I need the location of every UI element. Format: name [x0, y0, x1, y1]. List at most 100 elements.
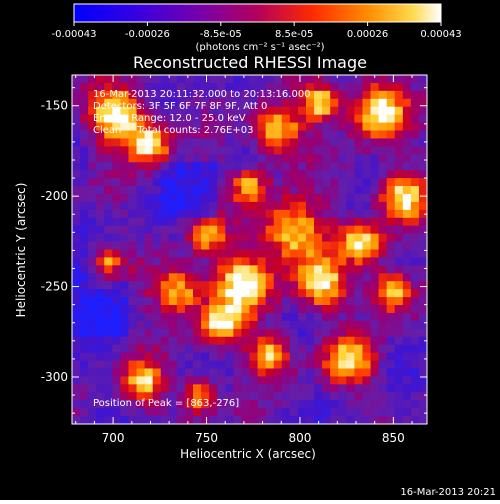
heatmap-pixel — [297, 305, 307, 314]
heatmap-pixel — [314, 352, 323, 362]
heatmap-pixel — [209, 114, 218, 124]
heatmap-pixel — [346, 384, 355, 393]
heatmap-pixel — [314, 122, 323, 132]
heatmap-pixel — [88, 289, 97, 298]
heatmap-pixel — [233, 297, 243, 306]
heatmap-pixel — [273, 352, 283, 362]
heatmap-pixel — [338, 90, 347, 100]
heatmap-pixel — [378, 336, 388, 346]
heatmap-pixel — [281, 368, 291, 378]
heatmap-pixel — [394, 281, 404, 290]
heatmap-pixel — [338, 154, 347, 163]
heatmap-pixel — [346, 178, 355, 187]
heatmap-pixel — [346, 281, 355, 290]
heatmap-pixel — [402, 265, 412, 274]
heatmap-pixel — [201, 400, 210, 409]
heatmap-pixel — [257, 146, 267, 155]
heatmap-pixel — [386, 122, 396, 132]
heatmap-pixel — [193, 186, 202, 195]
heatmap-pixel — [136, 241, 146, 251]
heatmap-pixel — [96, 352, 105, 362]
heatmap-pixel — [265, 416, 275, 424]
heatmap-pixel — [289, 416, 299, 424]
heatmap-pixel — [418, 273, 427, 282]
heatmap-pixel — [386, 289, 396, 298]
heatmap-pixel — [378, 225, 388, 235]
heatmap-pixel — [128, 170, 138, 179]
heatmap-pixel — [370, 320, 380, 330]
heatmap-pixel — [241, 336, 251, 346]
heatmap-pixel — [225, 98, 234, 108]
heatmap-pixel — [418, 178, 427, 187]
heatmap-pixel — [249, 408, 259, 417]
heatmap-pixel — [176, 122, 186, 132]
heatmap-pixel — [410, 217, 420, 227]
heatmap-pixel — [176, 241, 186, 251]
heatmap-pixel — [305, 360, 315, 370]
heatmap-pixel — [96, 146, 105, 155]
heatmap-pixel — [160, 320, 170, 330]
heatmap-pixel — [281, 273, 291, 282]
heatmap-pixel — [386, 320, 396, 330]
heatmap-pixel — [410, 114, 420, 124]
heatmap-pixel — [354, 344, 364, 354]
heatmap-pixel — [209, 217, 218, 227]
heatmap-pixel — [217, 122, 226, 132]
heatmap-pixel — [402, 344, 412, 354]
heatmap-pixel — [152, 297, 162, 306]
heatmap-pixel — [273, 297, 283, 306]
heatmap-pixel — [96, 376, 105, 385]
heatmap-pixel — [201, 249, 210, 259]
heatmap-pixel — [96, 344, 105, 354]
heatmap-pixel — [305, 82, 315, 92]
heatmap-pixel — [370, 106, 380, 116]
heatmap-pixel — [168, 186, 178, 195]
heatmap-pixel — [257, 416, 267, 424]
heatmap-pixel — [378, 154, 388, 163]
heatmap-pixel — [201, 138, 210, 147]
heatmap-pixel — [305, 90, 315, 100]
heatmap-pixel — [314, 320, 323, 330]
heatmap-pixel — [184, 289, 194, 298]
heatmap-pixel — [418, 106, 427, 116]
heatmap-pixel — [330, 400, 339, 409]
heatmap-pixel — [249, 305, 259, 314]
heatmap-pixel — [281, 162, 291, 171]
heatmap-pixel — [378, 297, 388, 306]
heatmap-pixel — [322, 209, 331, 219]
heatmap-pixel — [338, 376, 347, 385]
heatmap-pixel — [402, 82, 412, 92]
heatmap-pixel — [354, 352, 364, 362]
heatmap-pixel — [160, 265, 170, 274]
x-tick-label: 700 — [102, 431, 125, 445]
heatmap-pixel — [193, 352, 202, 362]
heatmap-pixel — [418, 344, 427, 354]
heatmap-pixel — [88, 384, 97, 393]
heatmap-pixel — [168, 289, 178, 298]
heatmap-pixel — [289, 305, 299, 314]
heatmap-pixel — [402, 122, 412, 132]
heatmap-pixel — [184, 90, 194, 100]
heatmap-pixel — [386, 281, 396, 290]
heatmap-pixel — [225, 82, 234, 92]
heatmap-pixel — [257, 201, 267, 211]
heatmap-pixel — [160, 352, 170, 362]
heatmap-pixel — [233, 193, 243, 203]
heatmap-pixel — [128, 114, 138, 124]
heatmap-pixel — [72, 154, 81, 163]
heatmap-pixel — [265, 320, 275, 330]
heatmap-pixel — [120, 376, 130, 385]
heatmap-pixel — [386, 312, 396, 322]
heatmap-pixel — [249, 344, 259, 354]
heatmap-pixel — [104, 352, 113, 362]
heatmap-pixel — [80, 281, 89, 290]
heatmap-pixel — [144, 328, 154, 338]
heatmap-pixel — [72, 233, 81, 243]
heatmap-pixel — [225, 130, 234, 140]
peak-position-text: Position of Peak = [863,-276] — [93, 398, 239, 409]
heatmap-pixel — [104, 360, 113, 370]
info-overlay: 16-Mar-2013 20:11:32.000 to 20:13:16.000… — [93, 89, 311, 409]
heatmap-pixel — [193, 384, 202, 393]
heatmap-pixel — [88, 273, 97, 282]
heatmap-pixel — [338, 305, 347, 314]
